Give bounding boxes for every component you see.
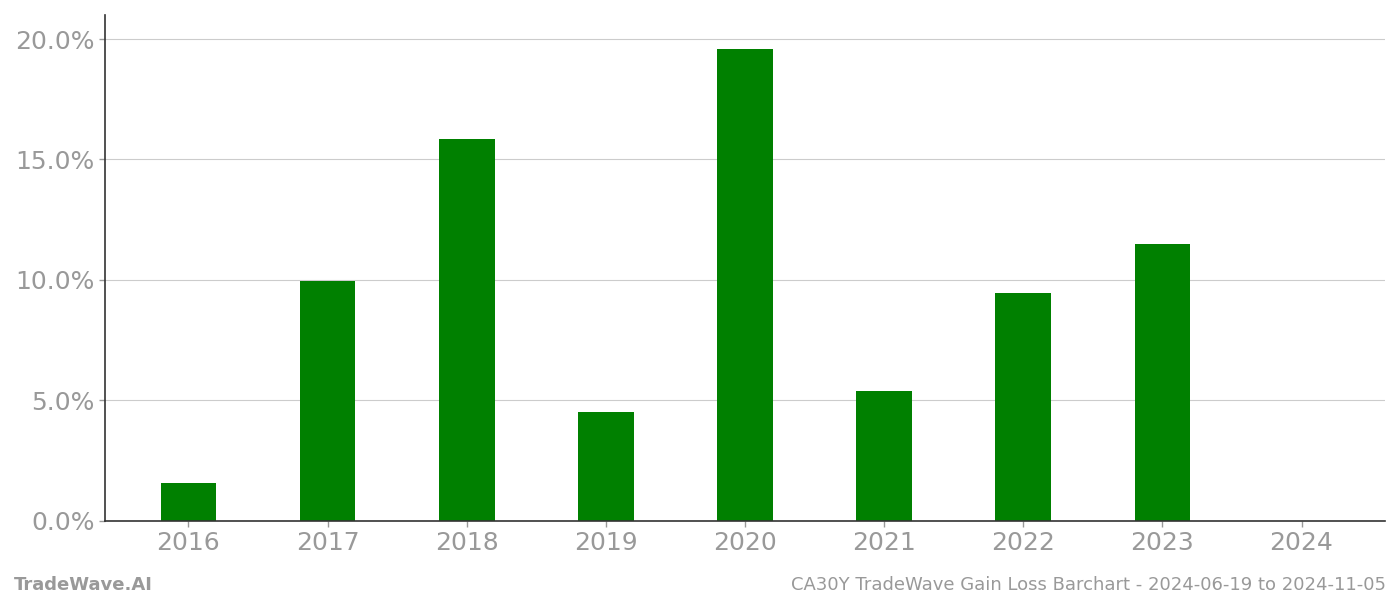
Bar [578,412,634,521]
Bar [1134,244,1190,521]
Bar [300,281,356,521]
Text: CA30Y TradeWave Gain Loss Barchart - 2024-06-19 to 2024-11-05: CA30Y TradeWave Gain Loss Barchart - 202… [791,576,1386,594]
Bar [717,49,773,521]
Bar [438,139,494,521]
Text: TradeWave.AI: TradeWave.AI [14,576,153,594]
Bar [161,483,216,521]
Bar [995,293,1051,521]
Bar [857,391,911,521]
